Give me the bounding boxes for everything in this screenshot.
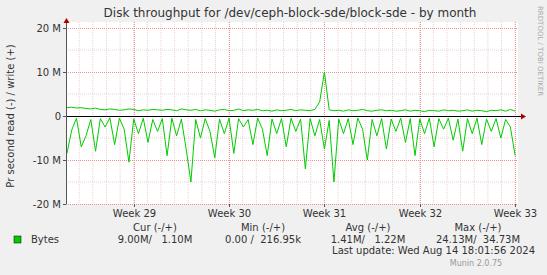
grid-line	[66, 204, 518, 205]
last-update: Last update: Wed Aug 14 18:01:56 2024	[332, 245, 535, 256]
tick	[515, 204, 516, 207]
grid-line	[66, 160, 518, 161]
minor-grid	[338, 22, 339, 204]
minor-grid	[324, 22, 325, 204]
minor-grid	[501, 22, 502, 204]
minor-grid	[66, 94, 518, 95]
background	[0, 0, 547, 275]
tick	[229, 204, 230, 207]
tick	[324, 204, 325, 207]
axis-arrow	[64, 18, 70, 23]
grid-line	[420, 22, 421, 204]
minor-grid	[378, 22, 379, 204]
x-tick-label: Week 32	[399, 208, 442, 219]
tick	[134, 204, 135, 207]
x-axis	[66, 116, 522, 117]
x-tick-label: Week 30	[208, 208, 251, 219]
minor-grid	[229, 22, 230, 204]
minor-grid	[283, 22, 284, 204]
minor-grid	[351, 22, 352, 204]
series-line	[67, 72, 515, 112]
x-tick-label: Week 31	[303, 208, 346, 219]
side-text: RRDTOOL / TOBI OETIKER	[536, 6, 544, 96]
minor-grid	[419, 22, 420, 204]
legend-swatch	[14, 236, 21, 243]
minor-grid	[515, 22, 516, 204]
grid-line	[134, 22, 135, 204]
minor-grid	[133, 22, 134, 204]
minor-grid	[406, 22, 407, 204]
legend-column: Max (-/+)	[454, 222, 501, 233]
legend-column: Avg (-/+)	[346, 222, 391, 233]
y-tick-label: 20 M	[36, 23, 61, 34]
y-label: Pr second read (-) / write (+)	[5, 44, 16, 187]
grid	[66, 22, 518, 205]
tick	[63, 204, 66, 205]
minor-grid	[147, 22, 148, 204]
title: Disk throughput for /dev/ceph-block-sde/…	[104, 6, 477, 20]
chart: -20 M -10 M 0 10 M 20 M Week 29 Week 30 Week 31…	[0, 0, 547, 275]
x-tick-label: Week 29	[113, 208, 156, 219]
legend-cell: 24.13M/ 34.73M	[436, 234, 520, 245]
minor-grid	[256, 22, 257, 204]
y-tick-label: 10 M	[36, 67, 61, 78]
minor-grid	[160, 22, 161, 204]
y-tick-label: 0	[55, 111, 61, 122]
minor-grid	[201, 22, 202, 204]
minor-grid	[79, 22, 80, 204]
grid-line	[324, 22, 325, 204]
minor-grid	[242, 22, 243, 204]
minor-grid	[365, 22, 366, 204]
grid-line	[229, 22, 230, 204]
minor-grid	[66, 182, 518, 183]
minor-grid	[120, 22, 121, 204]
tick	[63, 160, 66, 161]
x-tick-label: Week 33	[494, 208, 537, 219]
minor-grid	[433, 22, 434, 204]
minor-grid	[460, 22, 461, 204]
minor-grid	[215, 22, 216, 204]
axis-arrow	[521, 114, 526, 120]
minor-grid	[310, 22, 311, 204]
minor-grid	[174, 22, 175, 204]
minor-grid	[66, 138, 518, 139]
footer: Munin 2.0.75	[450, 259, 502, 268]
minor-grid	[297, 22, 298, 204]
tick	[63, 116, 66, 117]
tick	[63, 28, 66, 29]
minor-grid	[269, 22, 270, 204]
data	[67, 72, 515, 182]
minor-grid	[106, 22, 107, 204]
grid-line	[515, 22, 516, 204]
plot-area	[66, 22, 518, 204]
minor-grid	[392, 22, 393, 204]
legend-entry: Bytes	[31, 234, 59, 245]
y-tick-label: -20 M	[33, 199, 61, 210]
y-axis	[66, 22, 67, 204]
legend-cell: 9.00M/ 1.10M	[118, 234, 193, 245]
series-line	[67, 118, 515, 182]
minor-grid	[447, 22, 448, 204]
tick	[63, 72, 66, 73]
minor-grid	[92, 22, 93, 204]
legend-cell: 0.00 / 216.95k	[225, 234, 301, 245]
minor-grid	[188, 22, 189, 204]
grid-line	[66, 28, 518, 29]
minor-grid	[487, 22, 488, 204]
minor-grid	[66, 50, 518, 51]
y-tick-label: -10 M	[33, 155, 61, 166]
minor-grid	[474, 22, 475, 204]
legend-column: Cur (-/+)	[133, 222, 177, 233]
legend-cell: 1.41M/ 1.22M	[331, 234, 406, 245]
legend-column: Min (-/+)	[241, 222, 285, 233]
tick	[420, 204, 421, 207]
grid-line	[66, 72, 518, 73]
